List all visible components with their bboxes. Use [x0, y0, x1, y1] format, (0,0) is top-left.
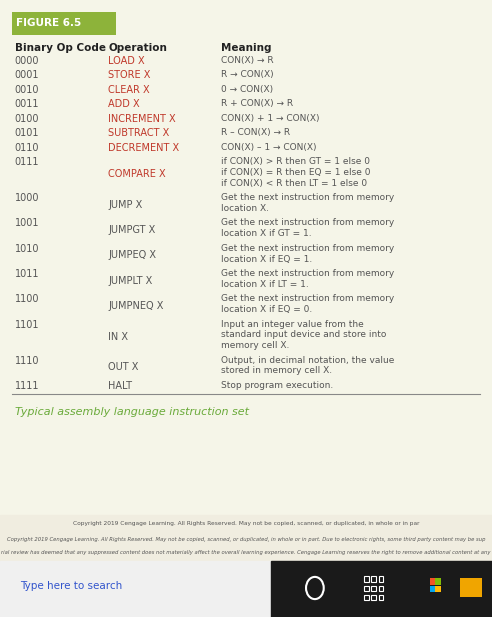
Text: Copyright 2019 Cengage Learning. All Rights Reserved. May not be copied, scanned: Copyright 2019 Cengage Learning. All Rig…: [7, 537, 485, 542]
Text: SUBTRACT X: SUBTRACT X: [108, 128, 169, 138]
Text: STORE X: STORE X: [108, 70, 151, 80]
Text: CON(X) – 1 → CON(X): CON(X) – 1 → CON(X): [221, 143, 317, 152]
Text: Get the next instruction from memory: Get the next instruction from memory: [221, 244, 395, 253]
Text: location X.: location X.: [221, 204, 270, 213]
Text: Get the next instruction from memory: Get the next instruction from memory: [221, 193, 395, 202]
Text: Operation: Operation: [108, 43, 167, 53]
Text: 1010: 1010: [15, 244, 39, 254]
Text: location X if EQ = 1.: location X if EQ = 1.: [221, 254, 312, 263]
Text: LOAD X: LOAD X: [108, 56, 145, 65]
Text: DECREMENT X: DECREMENT X: [108, 143, 180, 152]
Text: standard input device and store into: standard input device and store into: [221, 330, 387, 339]
Text: CLEAR X: CLEAR X: [108, 85, 150, 94]
Text: JUMP X: JUMP X: [108, 200, 143, 210]
Text: JUMPLT X: JUMPLT X: [108, 276, 153, 286]
Text: memory cell X.: memory cell X.: [221, 341, 290, 350]
Text: R – CON(X) → R: R – CON(X) → R: [221, 128, 290, 137]
Text: 0011: 0011: [15, 99, 39, 109]
Text: Output, in decimal notation, the value: Output, in decimal notation, the value: [221, 355, 395, 365]
Bar: [430, 586, 435, 592]
Text: 0100: 0100: [15, 114, 39, 123]
Bar: [0, 0, 492, 515]
Text: R + CON(X) → R: R + CON(X) → R: [221, 99, 294, 108]
Text: 0 → CON(X): 0 → CON(X): [221, 85, 274, 94]
Text: HALT: HALT: [108, 381, 132, 391]
Text: Stop program execution.: Stop program execution.: [221, 381, 334, 390]
FancyBboxPatch shape: [460, 578, 482, 597]
Text: JUMPGT X: JUMPGT X: [108, 225, 155, 235]
Text: OUT X: OUT X: [108, 362, 139, 372]
Text: Type here to search: Type here to search: [20, 581, 122, 591]
Bar: [379, 595, 383, 600]
Text: location X if LT = 1.: location X if LT = 1.: [221, 280, 309, 289]
Text: Binary Op Code: Binary Op Code: [15, 43, 106, 53]
Bar: [430, 578, 435, 585]
Text: 1111: 1111: [15, 381, 39, 391]
Bar: [371, 595, 376, 600]
Text: 0111: 0111: [15, 157, 39, 167]
Text: 1110: 1110: [15, 355, 39, 366]
Text: stored in memory cell X.: stored in memory cell X.: [221, 366, 333, 376]
Text: JUMPEQ X: JUMPEQ X: [108, 251, 156, 260]
FancyBboxPatch shape: [460, 583, 470, 589]
Text: JUMPNEQ X: JUMPNEQ X: [108, 301, 164, 311]
FancyBboxPatch shape: [12, 12, 116, 35]
Text: 1001: 1001: [15, 218, 39, 228]
Bar: [364, 576, 369, 582]
Text: Get the next instruction from memory: Get the next instruction from memory: [221, 218, 395, 228]
Text: rial review has deemed that any suppressed content does not materially affect th: rial review has deemed that any suppress…: [1, 550, 491, 555]
Text: if CON(X) > R then GT = 1 else 0: if CON(X) > R then GT = 1 else 0: [221, 157, 370, 166]
Text: CON(X) → R: CON(X) → R: [221, 56, 274, 65]
Bar: [371, 576, 376, 582]
Text: 0110: 0110: [15, 143, 39, 152]
Text: COMPARE X: COMPARE X: [108, 169, 166, 179]
Text: 0000: 0000: [15, 56, 39, 65]
Bar: [379, 576, 383, 582]
Text: Typical assembly language instruction set: Typical assembly language instruction se…: [15, 407, 249, 417]
Text: 0001: 0001: [15, 70, 39, 80]
Text: IN X: IN X: [108, 331, 128, 342]
Text: location X if EQ = 0.: location X if EQ = 0.: [221, 305, 312, 314]
Bar: [371, 586, 376, 591]
Bar: [435, 586, 441, 592]
Text: Input an integer value from the: Input an integer value from the: [221, 320, 364, 329]
Text: Meaning: Meaning: [221, 43, 272, 53]
Text: location X if GT = 1.: location X if GT = 1.: [221, 229, 312, 238]
Text: ADD X: ADD X: [108, 99, 140, 109]
Text: CON(X) + 1 → CON(X): CON(X) + 1 → CON(X): [221, 114, 320, 123]
Bar: [0, 515, 492, 561]
Bar: [364, 586, 369, 591]
Text: if CON(X) = R then EQ = 1 else 0: if CON(X) = R then EQ = 1 else 0: [221, 168, 371, 177]
Bar: [0, 561, 271, 617]
Text: 1101: 1101: [15, 320, 39, 329]
Text: 1100: 1100: [15, 294, 39, 304]
Bar: [379, 586, 383, 591]
Text: R → CON(X): R → CON(X): [221, 70, 274, 79]
Text: if CON(X) < R then LT = 1 else 0: if CON(X) < R then LT = 1 else 0: [221, 178, 368, 188]
Text: Copyright 2019 Cengage Learning. All Rights Reserved. May not be copied, scanned: Copyright 2019 Cengage Learning. All Rig…: [73, 521, 419, 526]
Text: 1000: 1000: [15, 193, 39, 203]
Text: 0010: 0010: [15, 85, 39, 94]
Text: Get the next instruction from memory: Get the next instruction from memory: [221, 294, 395, 304]
Text: FIGURE 6.5: FIGURE 6.5: [16, 19, 82, 28]
Bar: [271, 561, 492, 617]
Text: INCREMENT X: INCREMENT X: [108, 114, 176, 123]
Bar: [364, 595, 369, 600]
Text: 0101: 0101: [15, 128, 39, 138]
Text: Get the next instruction from memory: Get the next instruction from memory: [221, 269, 395, 278]
Bar: [435, 578, 441, 585]
Text: 1011: 1011: [15, 269, 39, 279]
